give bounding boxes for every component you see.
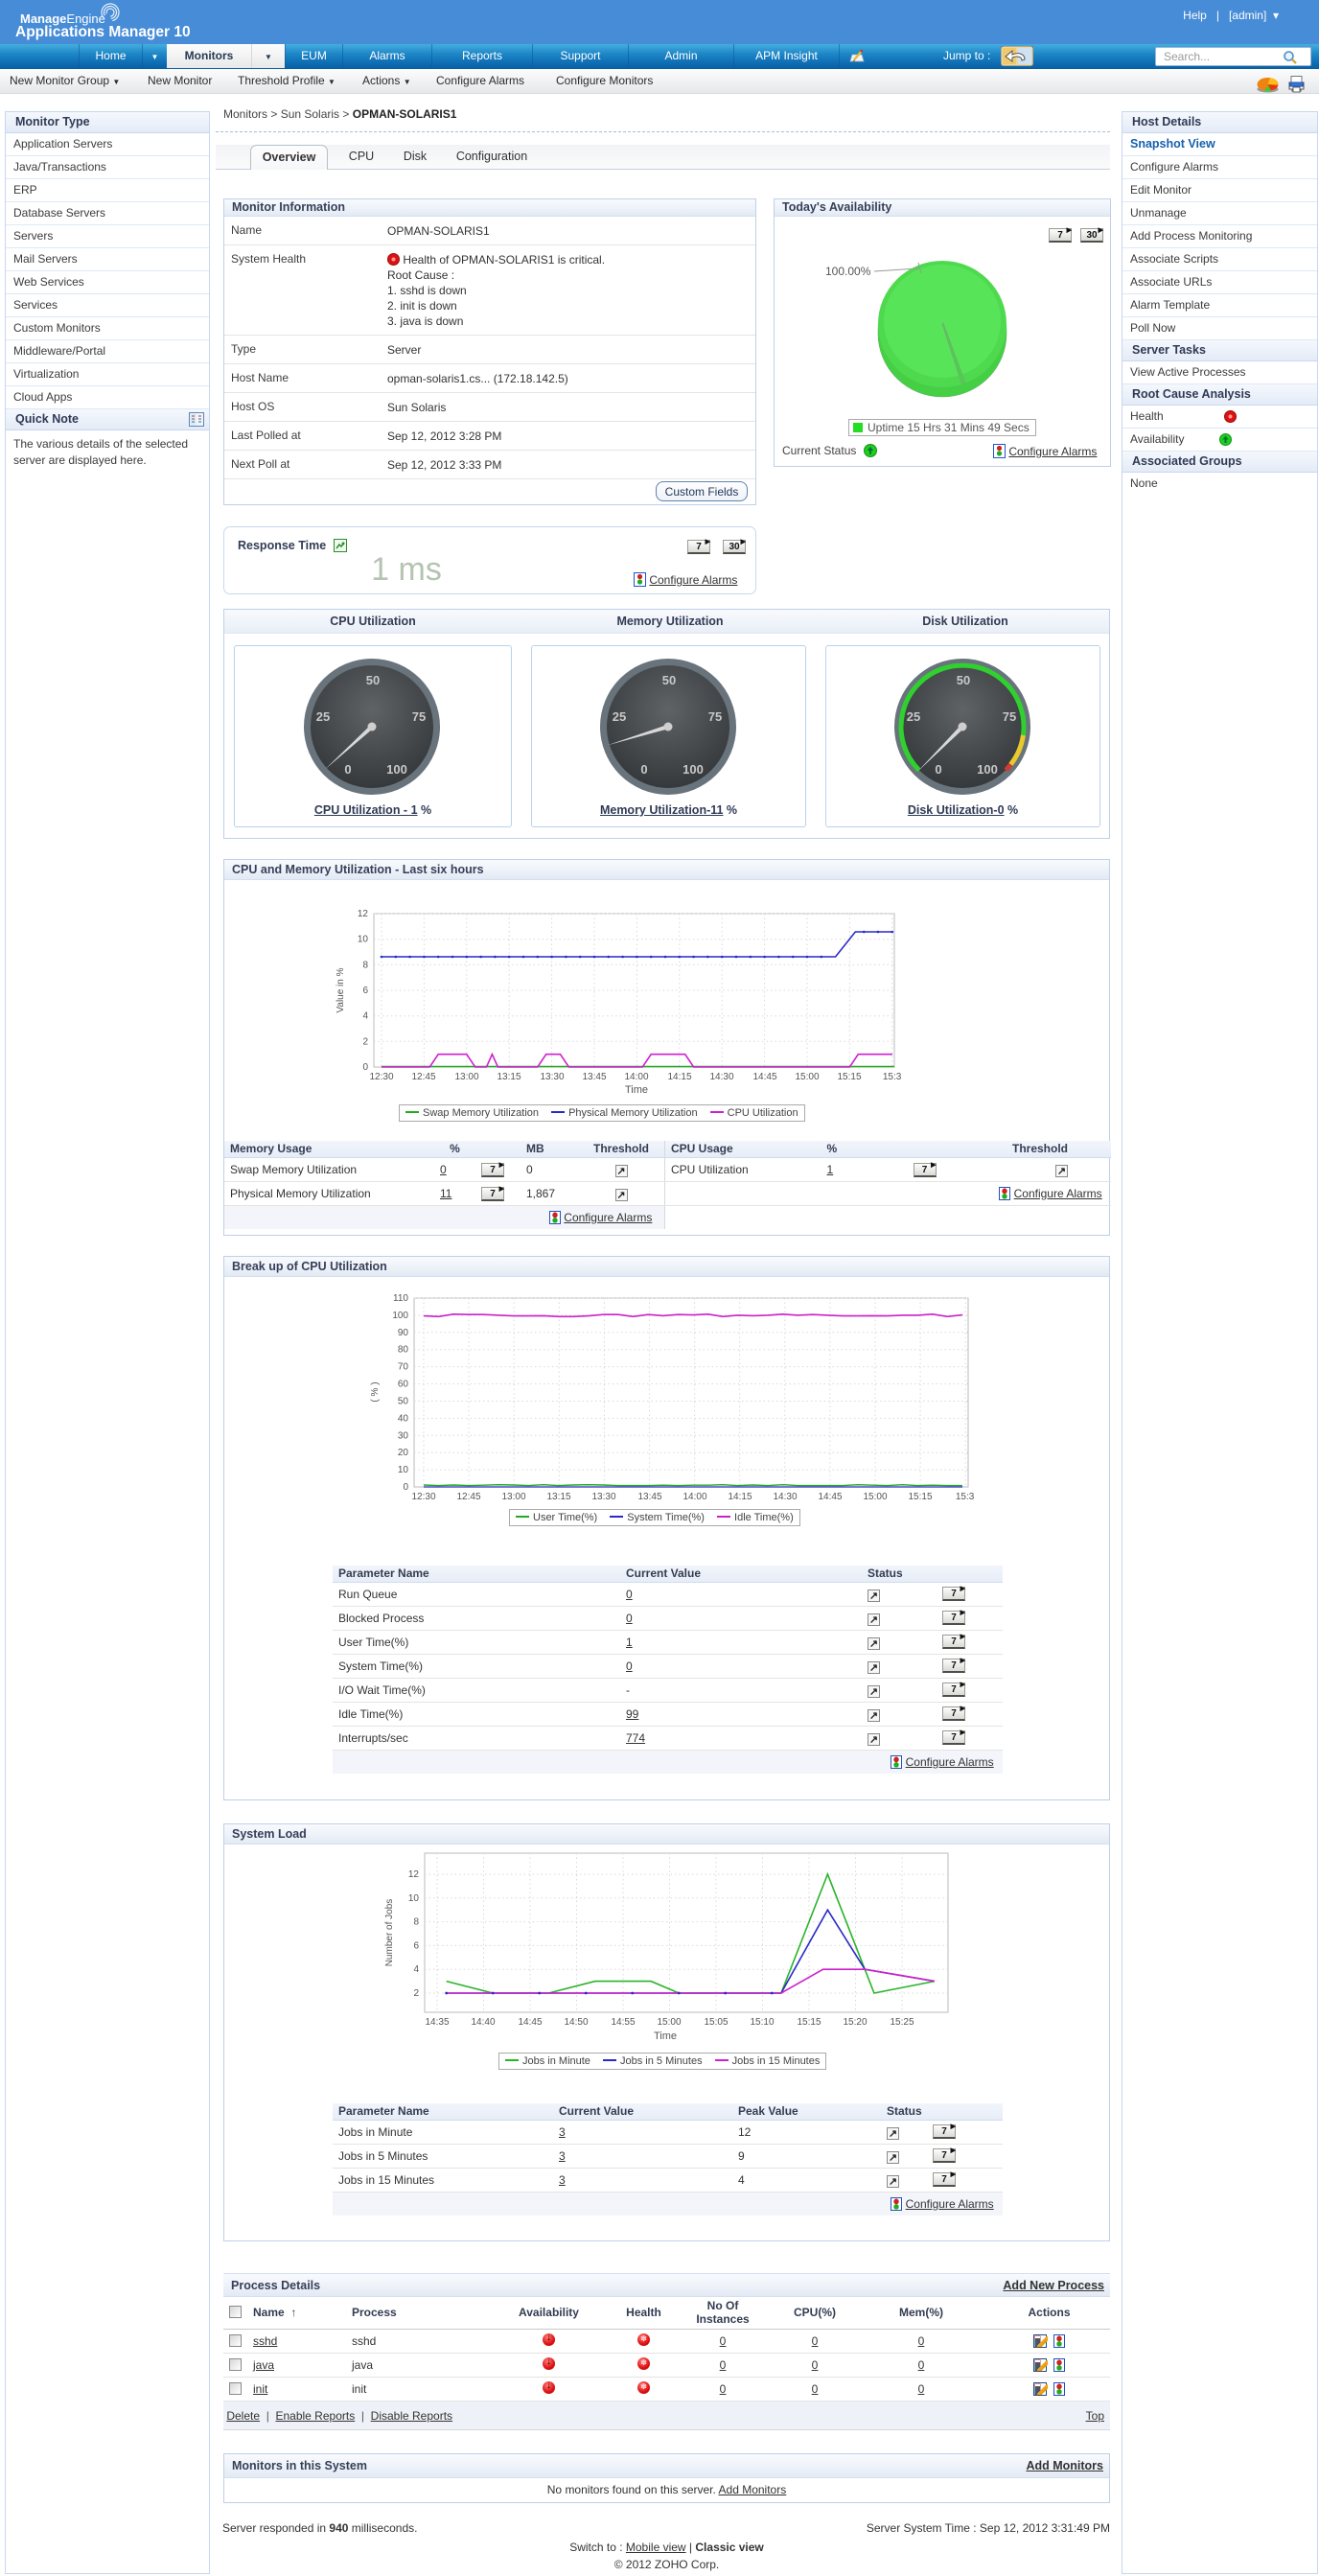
svg-text:14:15: 14:15 (667, 1072, 691, 1082)
svg-text:14:55: 14:55 (611, 2017, 635, 2028)
svg-text:0: 0 (403, 1482, 408, 1493)
svg-text:12:30: 12:30 (369, 1072, 393, 1082)
svg-text:75: 75 (412, 709, 426, 724)
svg-text:6: 6 (413, 1940, 419, 1951)
svg-text:0: 0 (640, 762, 647, 777)
svg-text:15:15: 15:15 (837, 1072, 861, 1082)
svg-text:14:30: 14:30 (773, 1492, 797, 1502)
svg-text:15:3: 15:3 (956, 1492, 975, 1502)
svg-text:90: 90 (398, 1328, 409, 1338)
svg-text:14:45: 14:45 (818, 1492, 842, 1502)
svg-text:13:30: 13:30 (540, 1072, 564, 1082)
svg-text:15:00: 15:00 (795, 1072, 819, 1082)
svg-text:50: 50 (957, 673, 970, 687)
svg-text:80: 80 (398, 1345, 409, 1356)
svg-text:15:00: 15:00 (863, 1492, 887, 1502)
svg-text:13:45: 13:45 (582, 1072, 606, 1082)
svg-text:15:15: 15:15 (797, 2017, 821, 2028)
svg-text:10: 10 (358, 935, 369, 945)
svg-text:12: 12 (408, 1869, 420, 1880)
svg-text:13:00: 13:00 (501, 1492, 525, 1502)
svg-text:Time: Time (625, 1084, 648, 1096)
svg-text:Value in %: Value in % (336, 967, 346, 1012)
svg-text:14:30: 14:30 (709, 1072, 733, 1082)
svg-text:10: 10 (408, 1893, 420, 1904)
svg-text:60: 60 (398, 1380, 409, 1390)
svg-text:13:30: 13:30 (591, 1492, 615, 1502)
svg-text:14:45: 14:45 (752, 1072, 776, 1082)
svg-text:14:45: 14:45 (518, 2017, 542, 2028)
svg-text:13:15: 13:15 (546, 1492, 570, 1502)
svg-text:50: 50 (662, 673, 676, 687)
svg-text:20: 20 (398, 1448, 409, 1458)
svg-text:75: 75 (1003, 709, 1016, 724)
svg-text:( % ): ( % ) (370, 1381, 381, 1402)
svg-text:6: 6 (362, 986, 368, 996)
svg-text:70: 70 (398, 1362, 409, 1373)
svg-text:40: 40 (398, 1413, 409, 1424)
svg-text:30: 30 (398, 1430, 409, 1441)
svg-text:25: 25 (613, 709, 626, 724)
svg-text:14:35: 14:35 (425, 2017, 449, 2028)
svg-text:13:00: 13:00 (454, 1072, 478, 1082)
svg-text:15:00: 15:00 (657, 2017, 681, 2028)
svg-text:50: 50 (366, 673, 380, 687)
svg-text:2: 2 (362, 1036, 368, 1047)
svg-text:4: 4 (413, 1964, 419, 1975)
svg-text:15:10: 15:10 (750, 2017, 774, 2028)
svg-text:15:3: 15:3 (883, 1072, 902, 1082)
svg-text:0: 0 (362, 1062, 368, 1073)
svg-text:12:45: 12:45 (411, 1072, 435, 1082)
svg-text:100: 100 (386, 762, 407, 777)
svg-text:25: 25 (316, 709, 330, 724)
svg-text:0: 0 (344, 762, 351, 777)
svg-text:15:15: 15:15 (908, 1492, 932, 1502)
svg-text:12: 12 (358, 909, 369, 919)
svg-text:100: 100 (683, 762, 704, 777)
svg-text:100: 100 (392, 1311, 408, 1321)
svg-text:12:45: 12:45 (456, 1492, 480, 1502)
svg-text:12:30: 12:30 (411, 1492, 435, 1502)
svg-text:15:20: 15:20 (843, 2017, 867, 2028)
svg-text:14:15: 14:15 (728, 1492, 752, 1502)
svg-text:Number of Jobs: Number of Jobs (384, 1899, 395, 1967)
svg-text:50: 50 (398, 1397, 409, 1407)
svg-text:10: 10 (398, 1465, 409, 1475)
svg-text:13:45: 13:45 (637, 1492, 661, 1502)
svg-text:14:40: 14:40 (471, 2017, 495, 2028)
svg-text:15:25: 15:25 (890, 2017, 914, 2028)
svg-text:Time: Time (654, 2031, 677, 2042)
svg-text:2: 2 (413, 1988, 419, 1999)
svg-text:14:00: 14:00 (624, 1072, 648, 1082)
svg-text:0: 0 (935, 762, 941, 777)
svg-text:14:50: 14:50 (564, 2017, 588, 2028)
svg-text:100: 100 (977, 762, 998, 777)
svg-text:25: 25 (907, 709, 920, 724)
svg-text:8: 8 (413, 1917, 419, 1928)
svg-text:75: 75 (708, 709, 722, 724)
svg-text:4: 4 (362, 1011, 368, 1022)
svg-text:8: 8 (362, 960, 368, 970)
svg-text:14:00: 14:00 (683, 1492, 706, 1502)
svg-text:110: 110 (393, 1293, 408, 1304)
svg-text:15:05: 15:05 (704, 2017, 728, 2028)
svg-text:13:15: 13:15 (497, 1072, 521, 1082)
